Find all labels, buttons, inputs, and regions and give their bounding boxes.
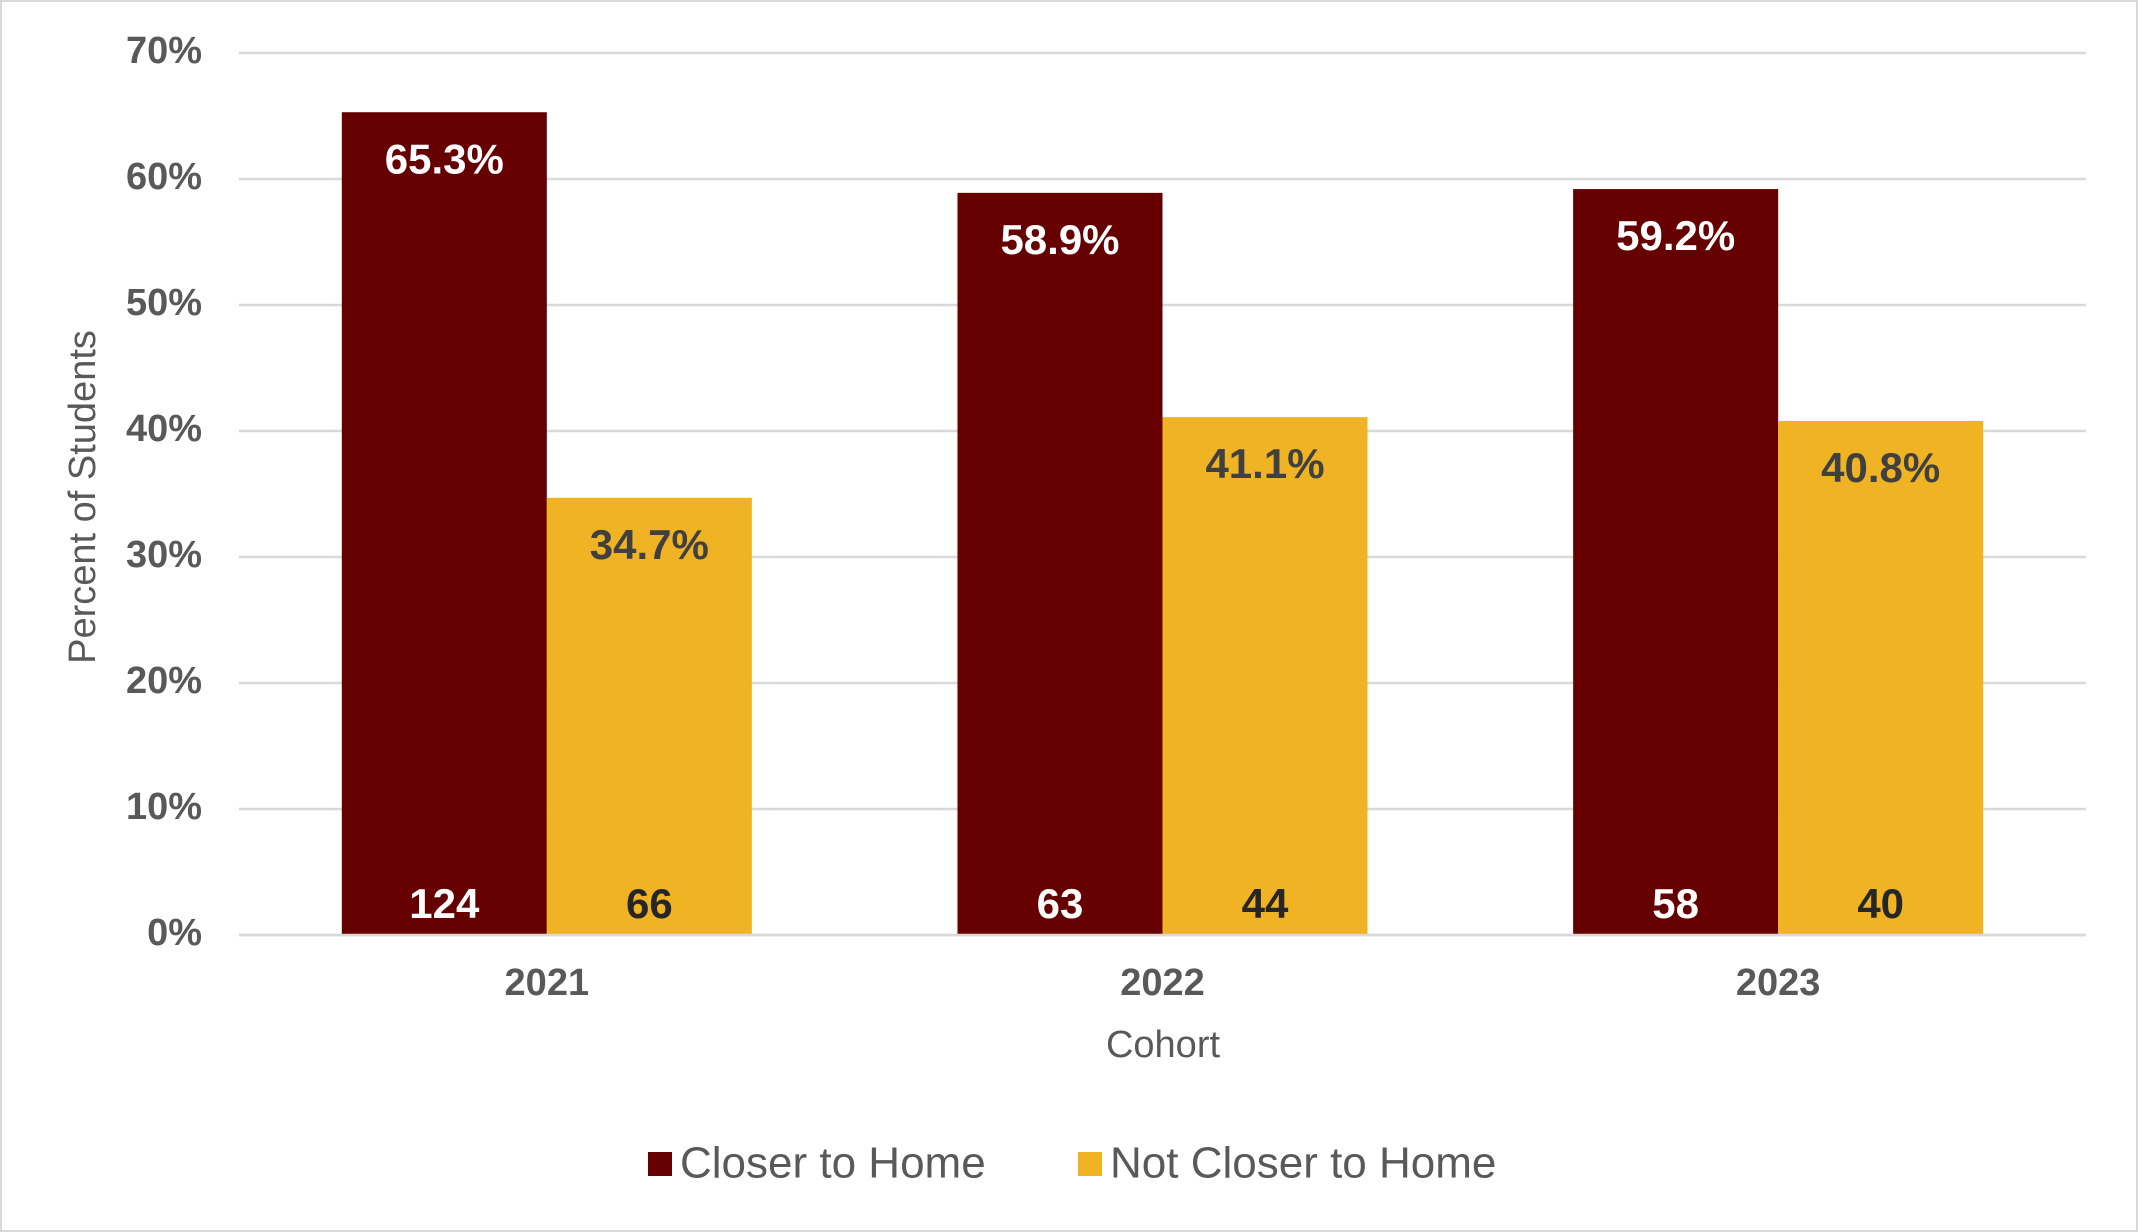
legend-label: Not Closer to Home xyxy=(1110,1139,1496,1188)
x-axis-title: Cohort xyxy=(1106,1024,1220,1066)
x-tick-label: 2021 xyxy=(505,962,590,1004)
y-axis-title: Percent of Students xyxy=(62,330,104,664)
bar xyxy=(341,112,547,936)
bar xyxy=(1778,420,1984,935)
count-label: 124 xyxy=(409,880,480,927)
bar xyxy=(1162,417,1368,935)
legend-swatch xyxy=(648,1152,672,1176)
x-tick-label: 2022 xyxy=(1120,962,1205,1004)
y-tick-label: 50% xyxy=(126,282,202,324)
value-label: 34.7% xyxy=(590,521,709,568)
y-tick-label: 20% xyxy=(126,660,202,702)
bar xyxy=(1573,189,1779,935)
bar xyxy=(957,192,1163,936)
y-tick-label: 30% xyxy=(126,534,202,576)
value-label: 41.1% xyxy=(1205,440,1324,487)
count-label: 66 xyxy=(626,880,673,927)
count-label: 44 xyxy=(1242,880,1289,927)
count-label: 40 xyxy=(1857,880,1904,927)
value-label: 65.3% xyxy=(385,135,504,182)
bar xyxy=(546,497,752,935)
value-label: 58.9% xyxy=(1000,216,1119,263)
value-label: 40.8% xyxy=(1821,444,1940,491)
y-tick-label: 40% xyxy=(126,408,202,450)
y-tick-label: 60% xyxy=(126,156,202,198)
count-label: 63 xyxy=(1037,880,1084,927)
y-tick-label: 70% xyxy=(126,30,202,72)
y-tick-label: 10% xyxy=(126,786,202,828)
value-label: 59.2% xyxy=(1616,212,1735,259)
legend-label: Closer to Home xyxy=(680,1139,986,1188)
legend-swatch xyxy=(1078,1152,1102,1176)
count-label: 58 xyxy=(1652,880,1699,927)
x-tick-label: 2023 xyxy=(1736,962,1821,1004)
y-tick-label: 0% xyxy=(147,912,202,954)
